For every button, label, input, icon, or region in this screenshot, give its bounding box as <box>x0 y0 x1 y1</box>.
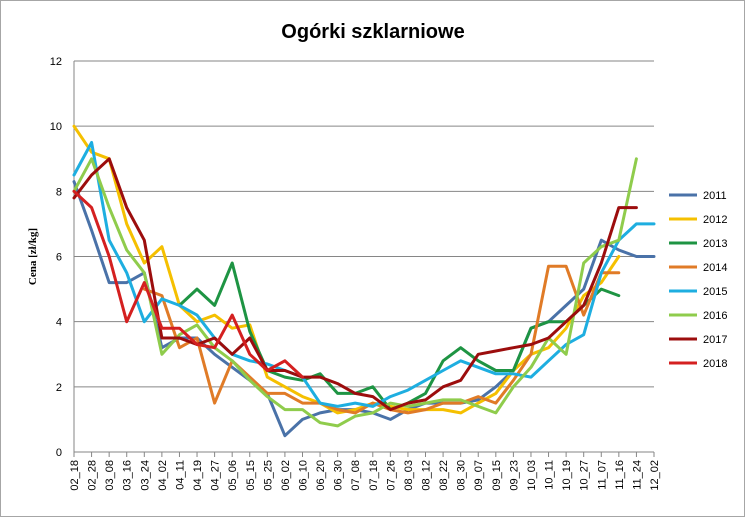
x-tick-label: 04_11 <box>174 460 186 490</box>
x-tick-label: 06_10 <box>297 460 309 491</box>
x-tick-label: 03_16 <box>122 460 134 491</box>
y-tick-label: 0 <box>56 447 62 459</box>
x-tick-label: 11_24 <box>631 460 643 490</box>
x-tick-label: 04_19 <box>192 460 204 491</box>
x-tick-label: 05_25 <box>262 460 274 491</box>
x-tick-label: 05_15 <box>245 460 257 491</box>
x-tick-label: 12_02 <box>649 460 661 491</box>
legend-label-2013: 2013 <box>703 238 727 250</box>
y-tick-label: 8 <box>56 186 62 198</box>
x-tick-label: 04_02 <box>157 460 169 491</box>
plot-series <box>72 124 656 438</box>
legend: 2011 2012 2013 2014 2015 2016 2017 2018 <box>669 190 727 370</box>
x-tick-label: 07_26 <box>385 460 397 491</box>
legend-label-2014: 2014 <box>703 262 727 274</box>
y-tick-label: 6 <box>56 252 62 264</box>
x-tick-label: 10_11 <box>544 460 556 490</box>
y-tick-label: 12 <box>50 56 62 68</box>
legend-label-2018: 2018 <box>703 358 727 370</box>
chart-title: Ogórki szklarniowe <box>281 21 464 43</box>
x-tick-label: 09_23 <box>508 460 520 491</box>
legend-label-2015: 2015 <box>703 286 727 298</box>
x-tick-label: 03_24 <box>139 460 151 491</box>
y-axis-ticks: 0 2 4 6 8 10 12 <box>50 56 62 459</box>
x-tick-label: 02_28 <box>87 460 99 491</box>
x-tick-label: 10_27 <box>579 460 591 491</box>
x-tick-label: 08_03 <box>403 460 415 491</box>
x-tick-label: 09_07 <box>473 460 485 491</box>
legend-label-2017: 2017 <box>703 334 727 346</box>
x-tick-label: 03_08 <box>104 460 116 491</box>
gridlines <box>73 60 655 453</box>
x-tick-label: 05_06 <box>227 460 239 491</box>
x-tick-label: 06_20 <box>315 460 327 491</box>
series-line-2011 <box>72 180 656 438</box>
y-tick-label: 4 <box>56 317 62 329</box>
series-line-2017 <box>72 157 638 412</box>
series-line-2015 <box>72 141 656 408</box>
x-tick-label: 06_30 <box>333 460 345 491</box>
x-tick-label: 09_15 <box>491 460 503 491</box>
x-tick-label: 11_16 <box>614 460 626 490</box>
x-tick-label: 08_12 <box>421 460 433 491</box>
y-tick-label: 2 <box>56 382 62 394</box>
x-tick-label: 08_22 <box>438 460 450 491</box>
legend-label-2016: 2016 <box>703 310 727 322</box>
x-tick-label: 08_30 <box>456 460 468 491</box>
x-tick-label: 02_18 <box>69 460 81 491</box>
x-tick-label: 10_03 <box>526 460 538 491</box>
series-line-2018 <box>72 189 304 379</box>
y-tick-label: 10 <box>50 121 62 133</box>
x-tick-label: 07_08 <box>350 460 362 491</box>
legend-label-2012: 2012 <box>703 214 727 226</box>
legend-label-2011: 2011 <box>703 190 727 202</box>
x-axis-ticks: 02_18 02_28 03_08 03_16 03_24 04_02 04_11 04_19… <box>69 452 661 491</box>
x-tick-label: 06_02 <box>280 460 292 491</box>
y-axis-label: Cena [zł/kg] <box>27 228 39 285</box>
series-line-2016 <box>72 157 638 428</box>
series-line-2013 <box>178 261 621 412</box>
x-tick-label: 07_18 <box>368 460 380 491</box>
x-tick-label: 04_27 <box>210 460 222 491</box>
x-tick-label: 10_19 <box>561 460 573 491</box>
x-tick-label: 11_07 <box>596 460 608 490</box>
